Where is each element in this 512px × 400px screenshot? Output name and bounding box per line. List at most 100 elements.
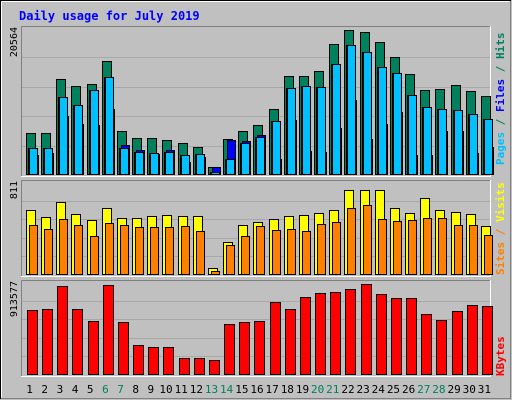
- files-bar: [454, 110, 463, 175]
- files-bar: [120, 148, 129, 175]
- x-tick-label: 27: [417, 383, 430, 396]
- chart-title: Daily usage for July 2019: [19, 9, 200, 23]
- kbytes-bar: [467, 305, 478, 375]
- kbytes-bar: [345, 289, 356, 375]
- files-bar: [105, 77, 114, 175]
- files-bar: [302, 86, 311, 175]
- kbytes-bar: [88, 321, 99, 375]
- files-bar: [59, 97, 68, 175]
- sites-bar: [423, 218, 432, 275]
- x-tick-label: 30: [463, 383, 476, 396]
- kbytes-bar: [300, 297, 311, 375]
- legend-pages-files-hits-item: /: [494, 112, 507, 132]
- x-tick-label: 15: [235, 383, 248, 396]
- sites-bar: [347, 208, 356, 275]
- sites-bar: [120, 225, 129, 275]
- kbytes-bar: [254, 321, 265, 375]
- x-tick-label: 13: [205, 383, 218, 396]
- kbytes-bar: [452, 311, 463, 375]
- sites-bar: [317, 224, 326, 275]
- sites-bar: [135, 227, 144, 275]
- sites-bar: [469, 225, 478, 275]
- x-tick-label: 20: [311, 383, 324, 396]
- legend-sites-visits-item: Visits: [494, 182, 507, 222]
- files-bar: [135, 152, 144, 175]
- kbytes-bar: [239, 322, 250, 375]
- kbytes-bar: [57, 286, 68, 375]
- x-tick-label: 18: [281, 383, 294, 396]
- x-tick-label: 3: [57, 383, 64, 396]
- x-tick-label: 22: [341, 383, 354, 396]
- kbytes-bar: [209, 360, 220, 375]
- kbytes-bar: [361, 284, 372, 375]
- sites-bar: [44, 229, 53, 275]
- files-bar: [165, 152, 174, 175]
- legend-pages-files-hits-item: Files: [494, 79, 507, 112]
- sites-bar: [287, 229, 296, 275]
- x-tick-label: 14: [220, 383, 234, 396]
- legend-pages-files-hits-item: Hits: [494, 33, 507, 60]
- files-bar: [317, 87, 326, 175]
- kbytes-bar: [148, 347, 159, 375]
- sites-bar: [105, 223, 114, 275]
- files-bar: [272, 121, 281, 175]
- kbytes-bar: [27, 310, 38, 375]
- files-bar: [484, 119, 493, 175]
- sites-bar: [226, 245, 235, 275]
- chart-legends: Pages / Files / Hits Sites / Visits KBytes: [494, 33, 507, 377]
- x-tick-label: 26: [402, 383, 415, 396]
- kbytes-bar: [391, 298, 402, 375]
- x-tick-label: 23: [357, 383, 370, 396]
- sites-bar: [363, 205, 372, 275]
- kbytes-bar: [436, 320, 447, 375]
- legend-pages-files-hits: Pages / Files / Hits: [494, 33, 507, 166]
- x-tick-label: 29: [447, 383, 460, 396]
- files-bar: [256, 137, 265, 175]
- x-tick-label: 6: [102, 383, 109, 396]
- sites-bar: [211, 271, 220, 275]
- x-tick-label: 1: [26, 383, 33, 396]
- sites-bar: [332, 222, 341, 275]
- x-tick-label: 16: [250, 383, 263, 396]
- files-bar: [469, 114, 478, 175]
- files-bar: [90, 90, 99, 175]
- hits-files-pages-ymax-label: 20564: [9, 27, 20, 57]
- files-bar: [150, 153, 159, 175]
- files-bar: [363, 52, 372, 175]
- kbytes-bar: [330, 292, 341, 375]
- x-tick-label: 19: [296, 383, 309, 396]
- sites-bar: [484, 235, 493, 275]
- sites-bar: [302, 231, 311, 275]
- sites-bar: [408, 220, 417, 275]
- sites-bar: [454, 225, 463, 275]
- kbytes-bar: [72, 309, 83, 375]
- x-tick-label: 9: [148, 383, 155, 396]
- kbytes-bar: [482, 306, 493, 375]
- x-tick-label: 8: [132, 383, 139, 396]
- files-bar: [408, 95, 417, 175]
- visits-sites-ymax-label: 811: [9, 181, 20, 199]
- kbytes-bar: [421, 314, 432, 375]
- kbytes-bar: [42, 309, 53, 375]
- sites-bar: [59, 219, 68, 275]
- x-tick-label: 11: [175, 383, 188, 396]
- files-bar: [393, 73, 402, 175]
- sites-bar: [272, 230, 281, 275]
- x-tick-label: 31: [478, 383, 491, 396]
- x-tick-label: 7: [117, 383, 124, 396]
- kbytes-bar: [270, 302, 281, 375]
- kbytes-bar: [224, 324, 235, 375]
- files-bar: [438, 109, 447, 175]
- kbytes-bar: [194, 358, 205, 375]
- sites-bar: [196, 231, 205, 275]
- files-bar: [181, 155, 190, 175]
- sites-bar: [393, 221, 402, 275]
- x-tick-label: 24: [372, 383, 386, 396]
- files-bar: [226, 159, 235, 175]
- files-bar: [332, 64, 341, 175]
- sites-bar: [29, 225, 38, 275]
- x-tick-label: 25: [387, 383, 400, 396]
- kbytes-bar: [103, 285, 114, 375]
- x-axis-labels: 1 2 3 4 5 6 7 8 9 10 11 12 13 14 15 16 17 18 19 20 21 22 23 24 2…: [26, 383, 491, 396]
- x-tick-label: 17: [266, 383, 279, 396]
